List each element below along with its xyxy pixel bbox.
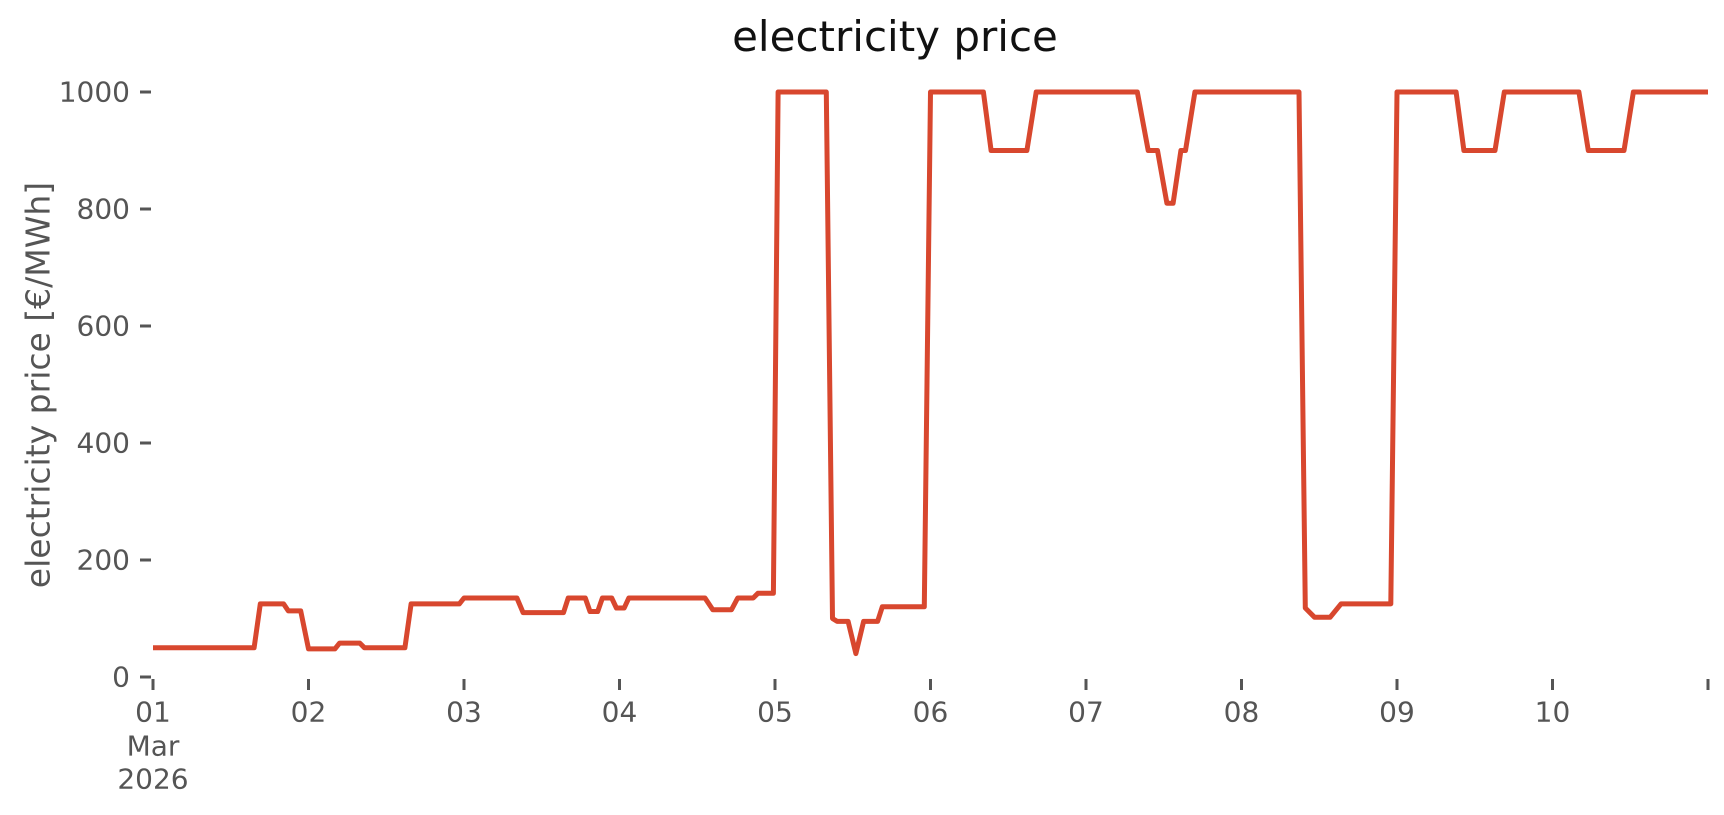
x-tick-label: 01 [135,696,171,729]
x-tick-label: 10 [1535,696,1571,729]
y-tick-label: 0 [112,661,130,694]
x-tick-label: 03 [446,696,482,729]
x-tick-label: 08 [1224,696,1260,729]
x-tick-label: 07 [1068,696,1104,729]
y-tick-label: 400 [77,427,130,460]
x-tick-sublabel: Mar [127,730,180,763]
x-tick-label: 05 [757,696,793,729]
y-axis-label: electricity price [€/MWh] [18,181,58,589]
price-line [153,89,1708,657]
x-tick-label: 04 [602,696,638,729]
y-tick-label: 200 [77,544,130,577]
x-tick-label: 06 [913,696,949,729]
chart-title: electricity price [732,12,1058,61]
x-tick-label: 09 [1379,696,1415,729]
y-tick-label: 600 [77,310,130,343]
y-tick-label: 1000 [59,76,130,109]
y-tick-label: 800 [77,193,130,226]
x-tick-label: 02 [291,696,327,729]
x-tick-sublabel: 2026 [117,763,188,796]
